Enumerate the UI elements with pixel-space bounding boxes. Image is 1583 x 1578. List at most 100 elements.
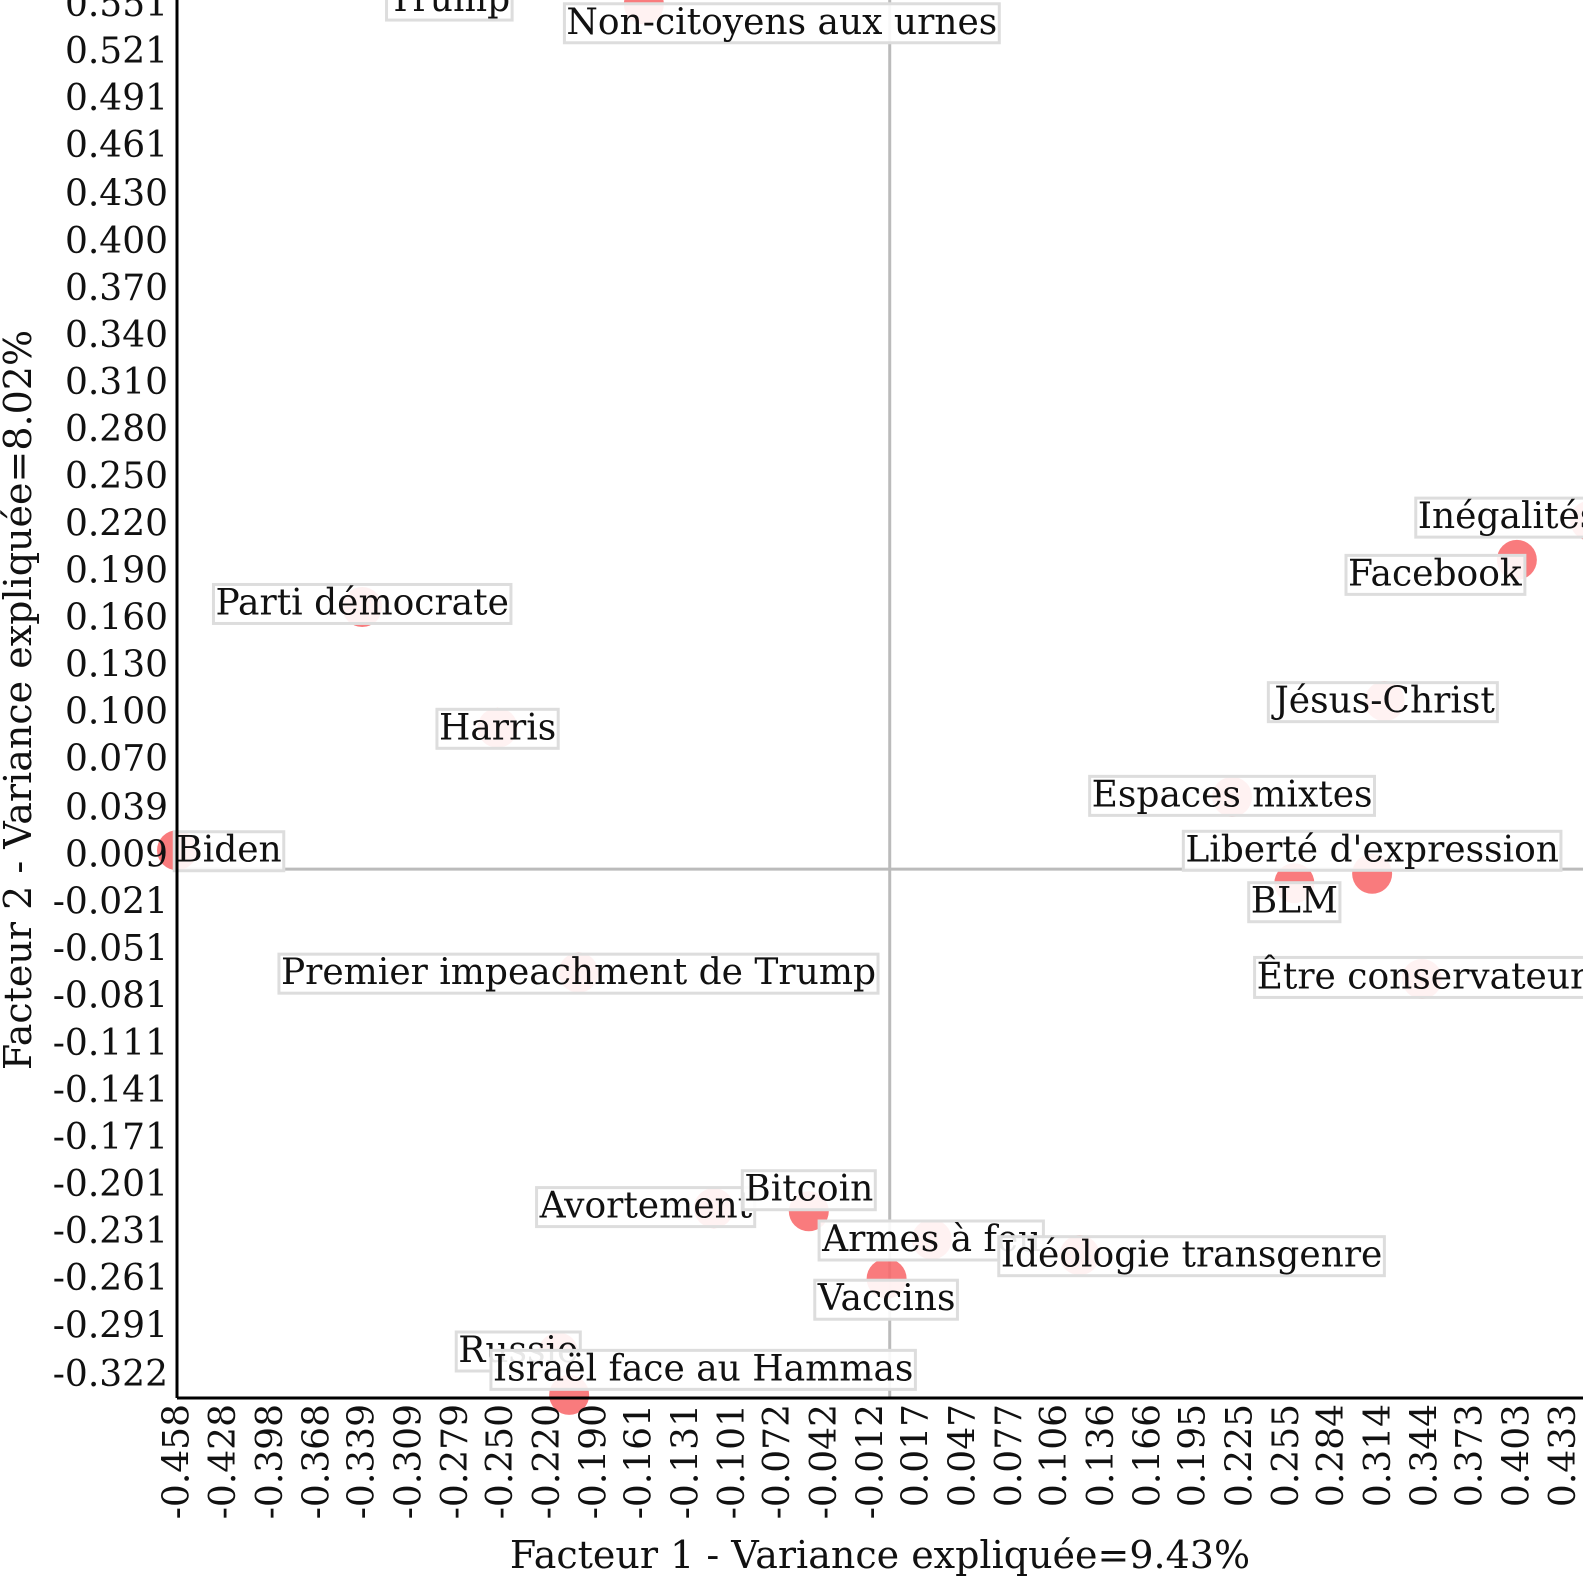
point-label-group: Vaccins bbox=[813, 1278, 959, 1321]
y-tick-label: 0.340 bbox=[65, 315, 168, 356]
point-label: Premier impeachment de Trump bbox=[281, 952, 876, 993]
point-label-box bbox=[172, 830, 286, 873]
point-label-group: Avortement bbox=[535, 1186, 757, 1229]
y-tick-label: 0.160 bbox=[65, 597, 168, 638]
y-tick-label: -0.291 bbox=[53, 1305, 168, 1346]
point-label-group: Être conservateur bbox=[1253, 955, 1583, 999]
y-tick-label: 0.009 bbox=[65, 834, 168, 875]
point-label-box bbox=[1266, 681, 1499, 724]
x-tick-label: -0.161 bbox=[619, 1404, 660, 1519]
x-tick-label: 0.166 bbox=[1128, 1404, 1169, 1507]
y-tick-label: -0.171 bbox=[53, 1117, 168, 1158]
point-label-group: Trump bbox=[385, 0, 514, 22]
point-label-box bbox=[1181, 829, 1563, 872]
y-tick-label: 0.130 bbox=[65, 645, 168, 686]
point-label-group: Parti démocrate bbox=[211, 582, 513, 625]
x-tick-label: -0.101 bbox=[712, 1404, 753, 1519]
x-tick-label: -0.190 bbox=[574, 1404, 615, 1519]
y-tick-label: 0.491 bbox=[65, 78, 168, 119]
point-label-group: Premier impeachment de Trump bbox=[277, 952, 880, 995]
point-label-group: Israël face au Hammas bbox=[489, 1348, 917, 1391]
x-tick-label: 0.225 bbox=[1219, 1404, 1260, 1507]
y-tick-label: -0.231 bbox=[53, 1211, 168, 1252]
point-label: Vaccins bbox=[817, 1278, 956, 1319]
y-tick-label: 0.370 bbox=[65, 268, 168, 309]
y-tick-label: 0.250 bbox=[65, 456, 168, 497]
point-label-group: Harris bbox=[435, 707, 560, 750]
point-label-box bbox=[277, 952, 880, 995]
point-label-box bbox=[1414, 496, 1583, 539]
point-label-group: Jésus-Christ bbox=[1266, 681, 1499, 724]
point-label: Non-citoyens aux urnes bbox=[566, 2, 997, 43]
point-label-group: Espaces mixtes bbox=[1088, 774, 1377, 817]
point-label-box bbox=[1344, 553, 1527, 596]
x-tick-label: -0.398 bbox=[250, 1404, 291, 1519]
point-label: Avortement bbox=[539, 1186, 753, 1227]
point-label-box bbox=[740, 1169, 877, 1212]
point-label: Être conservateur bbox=[1257, 955, 1583, 997]
point-label-box bbox=[211, 582, 513, 625]
y-tick-label: 0.400 bbox=[65, 221, 168, 262]
x-tick-labels: -0.458 -0.428 -0.398 -0.368 -0.339 -0.309 -0.2… bbox=[157, 1404, 1583, 1519]
point-label: Trump bbox=[389, 0, 511, 20]
x-tick-label: -0.131 bbox=[665, 1404, 706, 1519]
x-tick-label: 0.403 bbox=[1496, 1404, 1537, 1507]
x-tick-label: -0.012 bbox=[851, 1404, 892, 1519]
x-tick-label: 0.017 bbox=[896, 1404, 937, 1507]
x-tick-label: -0.458 bbox=[157, 1404, 198, 1519]
x-tick-label: 0.047 bbox=[942, 1404, 983, 1507]
point-label-box bbox=[813, 1278, 959, 1321]
point-label-group: Non-citoyens aux urnes bbox=[562, 2, 1001, 45]
x-tick-label: -0.072 bbox=[757, 1404, 798, 1519]
point-label: Harris bbox=[439, 707, 556, 748]
point-label: Biden bbox=[176, 830, 282, 871]
x-tick-label: -0.309 bbox=[388, 1404, 429, 1519]
y-tick-label: -0.111 bbox=[53, 1023, 168, 1064]
y-tick-label: -0.021 bbox=[53, 882, 168, 923]
point-label-group: Bitcoin bbox=[740, 1169, 877, 1212]
point-label-box bbox=[1088, 774, 1377, 817]
point-label: BLM bbox=[1251, 881, 1338, 922]
y-tick-label: 0.070 bbox=[65, 739, 168, 780]
x-tick-label: 0.136 bbox=[1081, 1404, 1122, 1507]
y-axis-title: Facteur 2 - Variance expliquée=8.02% bbox=[0, 330, 40, 1070]
y-tick-label: 0.220 bbox=[65, 503, 168, 544]
y-tick-label: 0.310 bbox=[65, 362, 168, 403]
x-tick-label: 0.077 bbox=[989, 1404, 1030, 1507]
point-label-box bbox=[489, 1348, 917, 1391]
x-axis-title: Facteur 1 - Variance expliquée=9.43% bbox=[510, 1533, 1250, 1577]
point-label-box bbox=[535, 1186, 757, 1229]
y-tick-label: 0.461 bbox=[65, 125, 168, 166]
y-tick-label: -0.141 bbox=[53, 1070, 168, 1111]
x-tick-label: 0.344 bbox=[1405, 1404, 1446, 1507]
x-tick-label: -0.042 bbox=[804, 1404, 845, 1519]
point-label-box bbox=[1247, 881, 1342, 924]
point-label-group: Idéologie transgenre bbox=[997, 1235, 1386, 1278]
y-tick-label: -0.081 bbox=[53, 976, 168, 1017]
point-label: Facebook bbox=[1348, 553, 1523, 594]
point-label: Bitcoin bbox=[744, 1169, 873, 1210]
y-tick-label: 0.521 bbox=[65, 31, 168, 72]
point-label: Jésus-Christ bbox=[1270, 681, 1495, 722]
x-tick-label: -0.220 bbox=[527, 1404, 568, 1519]
point-label-box bbox=[385, 0, 514, 22]
y-tick-label: -0.261 bbox=[53, 1258, 168, 1299]
x-tick-label: -0.428 bbox=[203, 1404, 244, 1519]
y-tick-label: 0.190 bbox=[65, 550, 168, 591]
point-label-box bbox=[435, 707, 560, 750]
point-label: Parti démocrate bbox=[215, 582, 508, 623]
point-label-group: BLM bbox=[1247, 881, 1342, 924]
y-tick-labels: 0.551 0.521 0.491 0.461 0.430 0.400 0.370 0.340… bbox=[53, 0, 168, 1395]
x-tick-label: 0.314 bbox=[1358, 1404, 1399, 1507]
point-label-group: Liberté d'expression bbox=[1181, 829, 1563, 872]
point-label: Idéologie transgenre bbox=[1001, 1235, 1383, 1276]
x-tick-label: -0.250 bbox=[480, 1404, 521, 1519]
point-label: Liberté d'expression bbox=[1185, 829, 1559, 870]
y-tick-label: 0.430 bbox=[65, 174, 168, 215]
x-tick-label: 0.106 bbox=[1034, 1404, 1075, 1507]
point-label-group: Biden bbox=[172, 830, 286, 873]
point-label: Espaces mixtes bbox=[1092, 774, 1373, 815]
point-label-box bbox=[1253, 955, 1583, 999]
y-tick-label: -0.201 bbox=[53, 1164, 168, 1205]
